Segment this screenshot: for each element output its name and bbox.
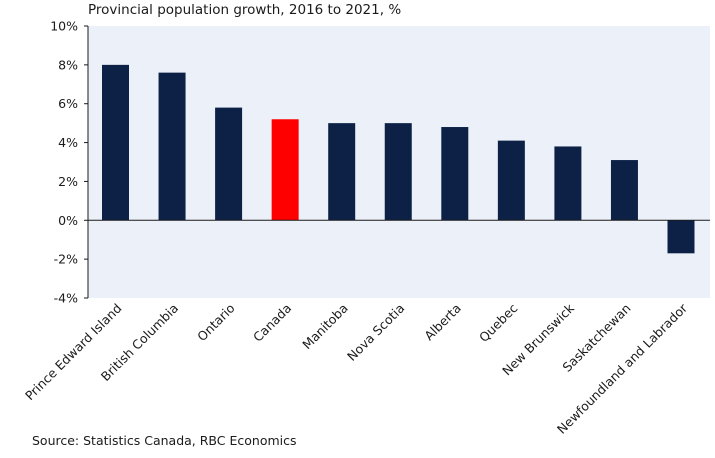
y-tick-label: 4% <box>58 135 78 150</box>
bar <box>215 107 243 221</box>
x-tick-label: Ontario <box>194 301 238 345</box>
x-tick-label: Quebec <box>476 300 521 345</box>
bar <box>554 146 582 221</box>
x-tick-label: Alberta <box>421 301 464 344</box>
x-tick-label: Canada <box>250 301 294 345</box>
y-tick-label: 8% <box>58 57 78 72</box>
bar <box>667 220 695 254</box>
y-tick-label: 10% <box>50 19 78 34</box>
y-tick-label: -2% <box>54 252 78 267</box>
y-tick-label: 6% <box>58 96 78 111</box>
y-tick-label: 0% <box>58 213 78 228</box>
y-tick-label: -4% <box>54 291 78 306</box>
bar <box>610 160 638 221</box>
bars-group <box>102 64 695 254</box>
bar <box>328 123 356 221</box>
x-tick-label: Prince Edward Island <box>22 301 125 404</box>
y-ticks-group: 10% 8% 6% 4% 2% 0% -2% -4% <box>50 19 88 306</box>
bar <box>102 64 129 221</box>
bar <box>497 140 525 221</box>
y-tick-label: 2% <box>58 174 78 189</box>
bar <box>441 127 469 221</box>
chart-title: Provincial population growth, 2016 to 20… <box>88 2 402 18</box>
chart-source: Source: Statistics Canada, RBC Economics <box>32 433 297 448</box>
bar <box>158 72 186 221</box>
bar <box>384 123 412 221</box>
bar <box>271 119 299 221</box>
x-tick-label: Manitoba <box>299 301 351 353</box>
x-tick-label: Nova Scotia <box>344 301 407 364</box>
